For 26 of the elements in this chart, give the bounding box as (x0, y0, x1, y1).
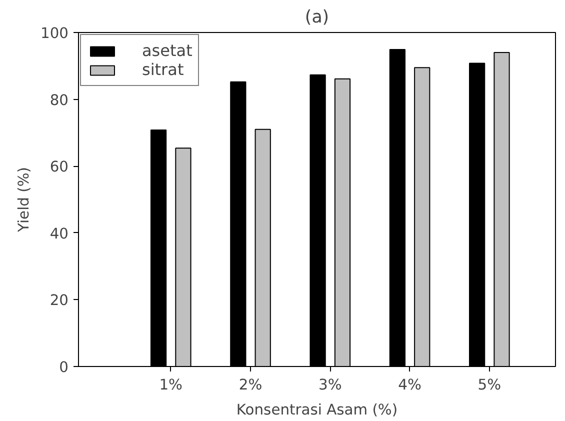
bar (414, 67, 430, 366)
bar (254, 128, 271, 366)
bar (310, 74, 326, 366)
chart-title: (a) (304, 8, 330, 28)
y-axis-title: Yield (%) (16, 167, 33, 233)
legend-label: sitrat (142, 60, 184, 79)
x-tick-label: 1% (159, 376, 183, 394)
x-tick-label: 4% (398, 376, 422, 394)
y-tick-label: 100 (40, 25, 69, 42)
bar (389, 49, 406, 366)
bar (334, 78, 351, 366)
bar (175, 148, 192, 366)
legend-label: asetat (142, 41, 192, 60)
y-tick-label: 20 (50, 292, 69, 310)
y-tick-label: 40 (50, 225, 69, 242)
y-tick-label: 80 (50, 92, 69, 109)
x-axis-title: Konsentrasi Asam (%) (236, 402, 398, 418)
x-tick-label: 5% (478, 376, 502, 394)
x-tick-label: 3% (318, 376, 342, 394)
y-tick-label: 0 (59, 359, 69, 376)
y-tick-label: 60 (50, 158, 69, 176)
bar (468, 62, 486, 366)
bar (150, 130, 167, 366)
bar (494, 52, 510, 366)
bar (230, 81, 246, 366)
x-tick-label: 2% (238, 376, 262, 394)
